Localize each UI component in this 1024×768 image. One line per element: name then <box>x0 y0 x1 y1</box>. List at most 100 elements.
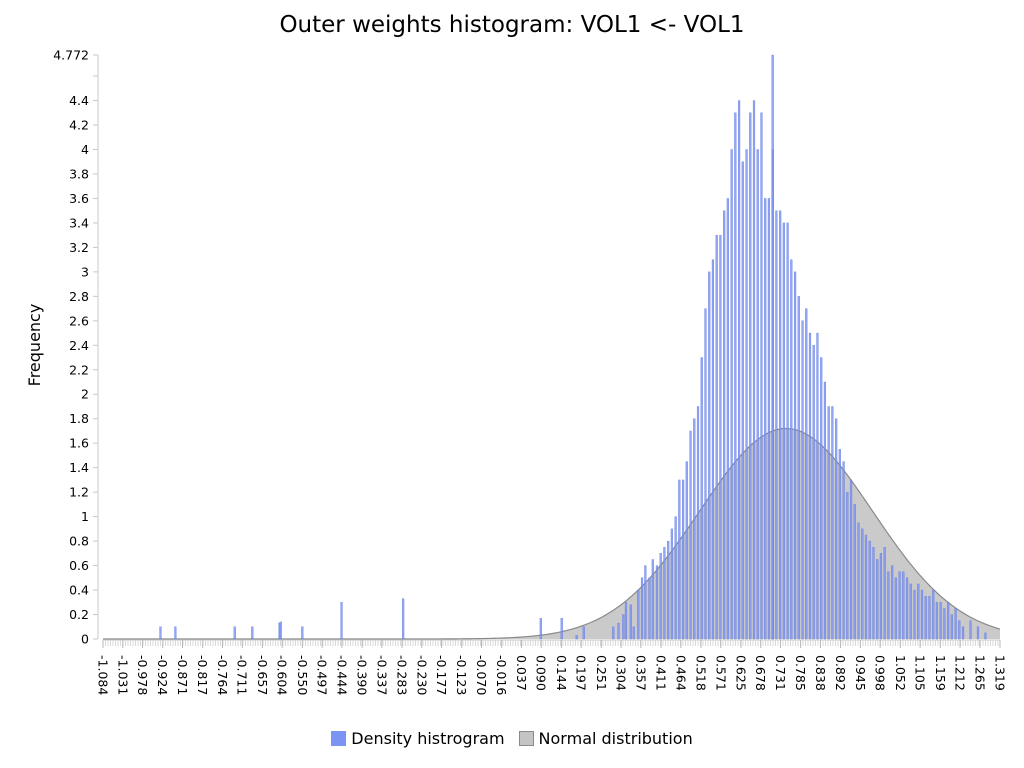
histogram-bar <box>760 112 763 640</box>
x-tick-label: 0.357 <box>633 655 648 691</box>
x-tick-label: 0.838 <box>813 655 828 691</box>
histogram-bar <box>693 418 696 640</box>
x-tick-label: 1.212 <box>953 655 968 691</box>
x-tick-label: 0.518 <box>694 655 709 691</box>
histogram-bar <box>279 621 282 640</box>
x-tick-label: 0.090 <box>534 655 549 691</box>
x-tick-label: -0.337 <box>374 655 389 695</box>
y-tick-label: 0.6 <box>69 558 89 573</box>
histogram-bar <box>682 479 685 640</box>
y-tick-label: 0 <box>81 632 89 647</box>
histogram-bar <box>864 534 868 640</box>
histogram-bar <box>943 608 946 640</box>
histogram-bar <box>976 626 980 640</box>
histogram-bar <box>629 604 632 640</box>
x-tick-label: -0.283 <box>395 655 410 695</box>
legend-label-normal: Normal distribution <box>538 729 693 748</box>
density-swatch-icon <box>331 731 347 746</box>
histogram-bar <box>612 626 615 640</box>
y-tick-label: 2.8 <box>69 289 89 304</box>
histogram-bar <box>767 198 771 640</box>
y-tick-label: 1.8 <box>69 411 89 426</box>
x-tick-label: 0.731 <box>773 655 788 691</box>
x-tick-label: -0.177 <box>434 655 449 695</box>
histogram-bar <box>689 430 692 640</box>
histogram-bar <box>838 449 841 640</box>
histogram-bar <box>932 589 935 640</box>
x-tick-label: 0.998 <box>873 655 888 691</box>
histogram-bar <box>913 589 916 640</box>
histogram-bar <box>797 296 800 640</box>
histogram-bar <box>947 602 950 640</box>
histogram-bar <box>659 553 662 640</box>
histogram-bar <box>644 565 647 640</box>
x-tick-label: 0.037 <box>514 655 529 691</box>
histogram-bar <box>902 571 905 640</box>
histogram-bar <box>808 332 812 640</box>
x-tick-label: -0.550 <box>295 655 310 695</box>
histogram-bar <box>700 357 703 640</box>
histogram-bar <box>711 259 715 640</box>
x-tick-label: -0.817 <box>195 655 210 695</box>
histogram-bars <box>159 54 987 640</box>
x-tick-label: 0.785 <box>793 655 808 691</box>
x-tick-label: 0.892 <box>833 655 848 691</box>
histogram-bar <box>582 626 585 640</box>
histogram-bar <box>835 418 838 640</box>
x-tick-label: -0.764 <box>215 655 230 695</box>
histogram-peak-bar <box>771 54 774 640</box>
histogram-bar <box>624 602 628 640</box>
histogram-bar <box>617 622 620 640</box>
histogram-bar <box>704 308 707 640</box>
x-tick-label: -0.924 <box>155 655 170 695</box>
histogram-bar <box>402 598 405 640</box>
histogram-bar <box>745 149 748 640</box>
histogram-bar <box>640 577 644 640</box>
x-tick-label: 1.319 <box>993 655 1008 691</box>
y-axis-label: Frequency <box>25 304 44 387</box>
x-tick-label: -0.711 <box>235 655 250 695</box>
x-tick-label: -1.031 <box>115 655 130 695</box>
x-tick-label: 1.159 <box>933 655 948 691</box>
x-tick-label: 1.265 <box>972 655 987 691</box>
normal-swatch-icon <box>518 731 534 746</box>
y-tick-label: 4.2 <box>69 118 89 133</box>
chart-title: Outer weights histogram: VOL1 <- VOL1 <box>279 12 745 38</box>
x-tick-label: -0.497 <box>315 655 330 695</box>
x-tick-label: 0.464 <box>673 655 688 691</box>
histogram-bar <box>340 602 343 640</box>
histogram-bar <box>667 540 670 640</box>
y-tick-label: 4.772 <box>53 48 89 63</box>
histogram-bar <box>730 149 733 640</box>
x-tick-label: -0.070 <box>474 655 489 695</box>
histogram-bar <box>663 547 666 640</box>
histogram-bar <box>917 583 920 640</box>
y-tick-label: 3.2 <box>69 240 89 255</box>
histogram-bar <box>909 583 912 640</box>
histogram-bar <box>670 528 673 640</box>
histogram-bar <box>935 602 938 640</box>
histogram-bar <box>891 565 894 640</box>
y-tick-label: 3.4 <box>69 215 89 230</box>
histogram-bar <box>954 608 957 640</box>
histogram-bar <box>648 577 651 640</box>
histogram-bar <box>539 618 542 640</box>
histogram-bar <box>816 332 819 640</box>
x-tick-label: 1.105 <box>913 655 928 691</box>
x-tick-label: -0.978 <box>135 655 150 695</box>
x-tick-label: 0.197 <box>574 655 589 691</box>
histogram-bar <box>790 259 793 640</box>
histogram-bar <box>969 620 972 640</box>
y-tick-label: 4.4 <box>69 93 89 108</box>
histogram-bar <box>950 614 953 640</box>
axes: 0 0.2 0.4 0.6 0.8 1 1.2 1.4 1.6 1.8 2 2.2 2.4 2.6 2.8 3… <box>53 48 1007 696</box>
y-tick-label: 0.8 <box>69 534 89 549</box>
histogram-bar <box>782 222 785 640</box>
histogram-bar <box>984 632 987 640</box>
x-tick-label: 1.052 <box>893 655 908 691</box>
y-tick-label: 2 <box>81 387 89 402</box>
histogram-bar <box>251 626 254 640</box>
x-tick-label: 0.678 <box>753 655 768 691</box>
histogram-bar <box>846 491 849 640</box>
